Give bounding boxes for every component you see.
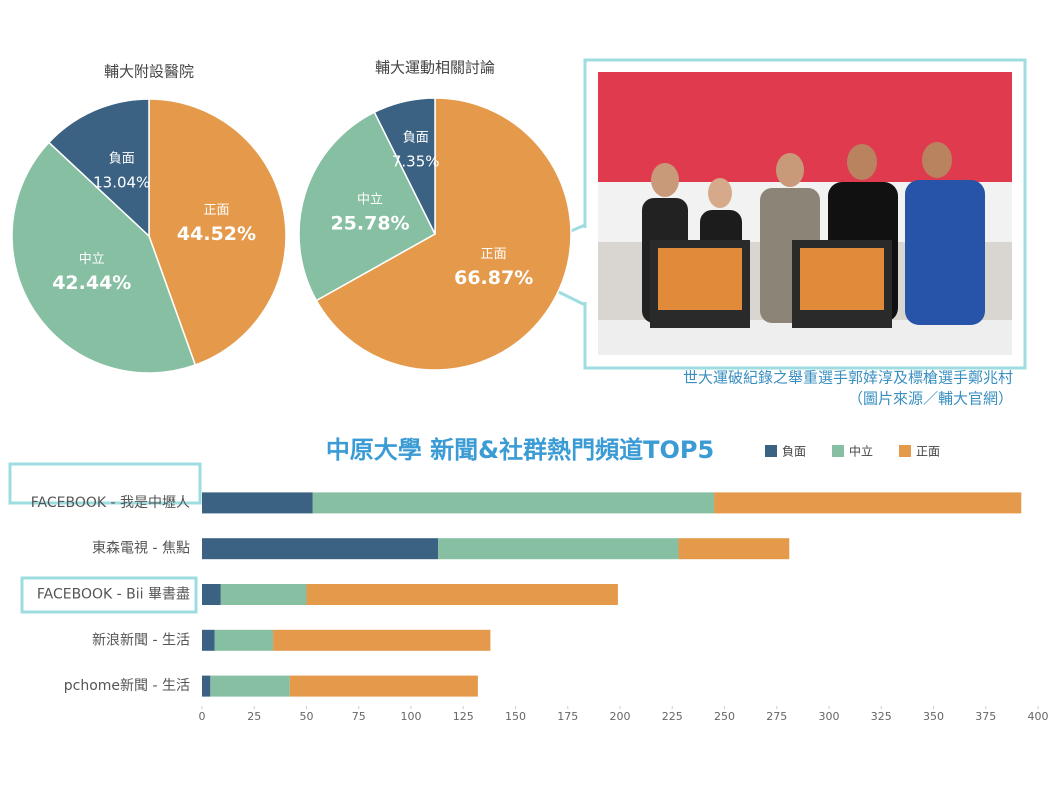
pie-slice <box>373 97 436 235</box>
slice-category: 負面 <box>109 152 135 167</box>
photo-caption: （圖片來源／輔大官網） <box>848 390 1013 408</box>
person <box>847 144 877 180</box>
pie-slice <box>11 141 197 374</box>
person <box>922 142 952 178</box>
x-tick-label: 150 <box>505 710 526 723</box>
bar-segment <box>678 538 790 560</box>
bar-segment <box>202 492 313 514</box>
x-tick-label: 350 <box>923 710 944 723</box>
y-tick-label: FACEBOOK - Bii 畢書盡 <box>37 587 190 603</box>
pie-slice <box>148 98 287 366</box>
slice-category: 中立 <box>79 252 105 267</box>
highlight-box <box>8 462 202 505</box>
x-tick-label: 275 <box>766 710 787 723</box>
slice-label: 42.44% <box>52 272 131 294</box>
chart-title: 中原大學 新聞&社群熱門頻道TOP5 <box>326 436 714 464</box>
y-tick-label: 東森電視 - 焦點 <box>92 541 190 557</box>
bar-segment <box>312 492 715 514</box>
person <box>905 180 985 325</box>
pie-slice <box>47 98 150 238</box>
slice-category: 負面 <box>403 130 429 145</box>
person <box>776 153 804 187</box>
x-tick-label: 75 <box>352 710 366 723</box>
photo <box>598 72 1012 355</box>
bar-segment <box>289 675 478 697</box>
x-tick-label: 400 <box>1028 710 1049 723</box>
handprint <box>800 248 884 310</box>
bar-segment <box>202 675 211 697</box>
legend-swatch <box>899 445 911 457</box>
slice-category: 正面 <box>481 247 507 262</box>
slice-label: 25.78% <box>330 212 409 234</box>
chart-title: 輔大附設醫院 <box>104 63 194 81</box>
handprint <box>658 248 742 310</box>
x-tick-label: 325 <box>871 710 892 723</box>
slice-category: 正面 <box>203 203 229 218</box>
y-tick-label: pchome新聞 - 生活 <box>64 678 190 694</box>
bar-segment <box>210 675 290 697</box>
legend-label: 負面 <box>782 445 806 459</box>
x-tick-label: 0 <box>199 710 206 723</box>
x-tick-label: 125 <box>453 710 474 723</box>
legend-label: 中立 <box>849 444 873 459</box>
y-tick-label: 新浪新聞 - 生活 <box>92 632 190 648</box>
x-tick-label: 25 <box>247 710 261 723</box>
y-tick-label: FACEBOOK - 我是中壢人 <box>31 495 190 511</box>
bar-segment <box>202 584 221 605</box>
x-tick-label: 375 <box>975 710 996 723</box>
bar-segment <box>214 629 274 651</box>
bar-segment <box>273 629 491 651</box>
slice-label: 66.87% <box>454 267 533 289</box>
highlight-box <box>20 576 198 614</box>
bar-segment <box>202 629 215 651</box>
x-tick-label: 250 <box>714 710 735 723</box>
person <box>708 178 732 208</box>
x-tick-label: 50 <box>300 710 314 723</box>
slice-category: 中立 <box>357 192 383 207</box>
person <box>651 163 679 197</box>
pie-slice <box>298 111 436 302</box>
x-tick-label: 200 <box>610 710 631 723</box>
legend-swatch <box>832 445 844 457</box>
slice-label: 13.04% <box>93 174 150 192</box>
x-tick-label: 225 <box>662 710 683 723</box>
legend-label: 正面 <box>916 445 940 459</box>
bar-segment <box>438 538 679 560</box>
bar-segment <box>220 584 307 605</box>
slice-label: 7.35% <box>392 152 440 170</box>
bar-segment <box>202 538 439 560</box>
x-tick-label: 300 <box>819 710 840 723</box>
legend-swatch <box>765 445 777 457</box>
x-tick-label: 100 <box>401 710 422 723</box>
slice-label: 44.52% <box>177 223 256 245</box>
x-tick-label: 175 <box>557 710 578 723</box>
pie-slice <box>315 97 572 371</box>
bar-segment <box>714 492 1022 514</box>
bar-segment <box>306 584 618 605</box>
photo-caption: 世大運破紀錄之舉重選手郭婞淳及標槍選手鄭兆村 <box>683 369 1013 387</box>
chart-title: 輔大運動相關討論 <box>375 59 495 77</box>
